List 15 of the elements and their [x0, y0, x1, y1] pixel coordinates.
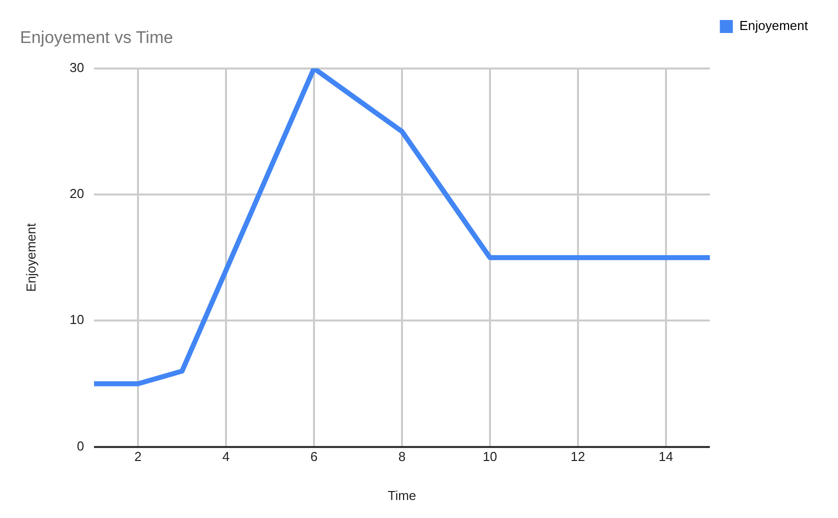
y-tick-label: 10 — [70, 312, 84, 328]
x-tick-label: 6 — [310, 449, 318, 464]
x-axis-title: Time — [388, 488, 416, 503]
x-tick-label: 4 — [222, 449, 230, 464]
y-tick-label: 30 — [70, 60, 84, 75]
chart-title: Enjoyement vs Time — [20, 28, 174, 47]
y-axis-title: Enjoyement — [23, 222, 38, 292]
x-tick-label: 8 — [398, 449, 406, 464]
y-tick-label: 0 — [76, 438, 84, 454]
x-tick-label: 2 — [134, 449, 142, 464]
y-tick-label: 20 — [70, 186, 84, 202]
x-tick-label: 10 — [482, 449, 498, 464]
x-tick-label: 14 — [658, 449, 674, 464]
legend-label: Enjoyement — [739, 18, 808, 34]
x-tick-label: 12 — [570, 449, 586, 464]
